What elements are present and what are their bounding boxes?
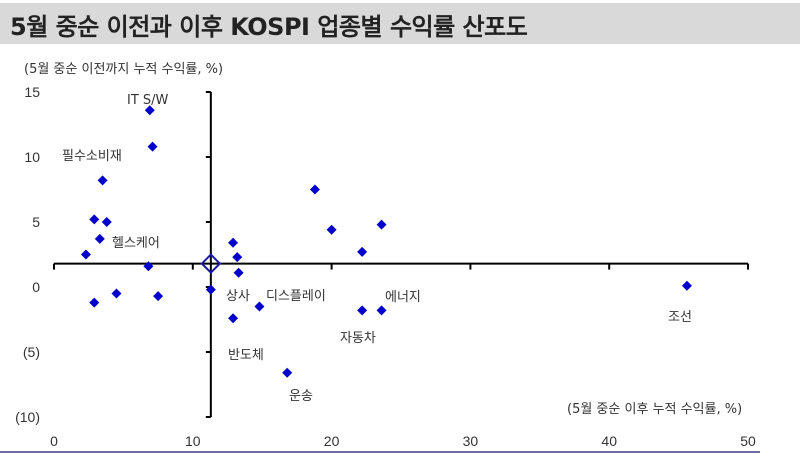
point-label: 자동차 xyxy=(340,331,376,346)
y-tick-label: 0 xyxy=(32,279,40,295)
data-point-diamond xyxy=(94,233,105,244)
data-point-diamond xyxy=(233,267,244,278)
x-tick-label: 0 xyxy=(50,433,58,449)
point-label: 필수소비재 xyxy=(62,149,122,164)
data-point-diamond xyxy=(89,297,100,308)
data-point-diamond xyxy=(228,237,239,248)
data-point-diamond xyxy=(282,367,293,378)
y-tick-label: (5) xyxy=(23,344,40,360)
bottom-divider xyxy=(0,451,760,453)
y-tick-label: 5 xyxy=(32,214,40,230)
data-point-diamond xyxy=(97,175,108,186)
x-tick-label: 20 xyxy=(324,433,340,449)
point-label: 디스플레이 xyxy=(266,289,326,304)
y-tick-label: 10 xyxy=(24,149,40,165)
data-point-diamond xyxy=(143,261,154,272)
data-point-diamond xyxy=(111,288,122,299)
data-point-diamond xyxy=(232,252,243,263)
data-point-diamond xyxy=(80,249,91,260)
data-point-diamond xyxy=(147,141,158,152)
point-label: IT S/W xyxy=(127,93,169,108)
point-label: 조선 xyxy=(668,310,692,325)
point-label: 헬스케어 xyxy=(112,236,160,251)
point-label: 반도체 xyxy=(228,348,264,363)
chart-title: 5월 중순 이전과 이후 KOSPI 업종별 수익률 산포도 xyxy=(10,13,528,41)
y-tick-label: (10) xyxy=(15,409,40,425)
x-axis-label: (5월 중순 이후 누적 수익률, %) xyxy=(567,402,743,417)
data-point-diamond xyxy=(101,217,112,227)
point-label: 상사 xyxy=(226,289,250,304)
data-point-diamond xyxy=(681,280,692,291)
data-point-diamond xyxy=(144,105,155,116)
data-point-diamond xyxy=(254,301,265,312)
data-point-diamond xyxy=(357,246,368,257)
data-point-diamond xyxy=(89,214,100,225)
x-tick-label: 10 xyxy=(185,433,201,449)
y-axis-label: (5월 중순 이전까지 누적 수익률, %) xyxy=(24,62,224,77)
x-tick-label: 40 xyxy=(601,433,617,449)
data-point-diamond xyxy=(153,291,164,302)
title-bar: 5월 중순 이전과 이후 KOSPI 업종별 수익률 산포도 xyxy=(0,3,800,44)
y-tick-label: 15 xyxy=(24,84,40,100)
x-tick-label: 30 xyxy=(463,433,479,449)
data-point-diamond xyxy=(205,284,216,295)
data-point-diamond xyxy=(326,224,337,235)
data-point-diamond xyxy=(376,219,387,230)
data-point-diamond xyxy=(376,305,387,316)
x-tick-label: 50 xyxy=(740,433,756,449)
point-label: 운송 xyxy=(289,389,313,404)
data-point-diamond xyxy=(228,313,239,324)
data-point-diamond xyxy=(309,184,320,195)
data-point-diamond xyxy=(357,305,368,316)
point-label: 에너지 xyxy=(385,290,421,305)
kospi-hollow-diamond xyxy=(200,253,222,275)
